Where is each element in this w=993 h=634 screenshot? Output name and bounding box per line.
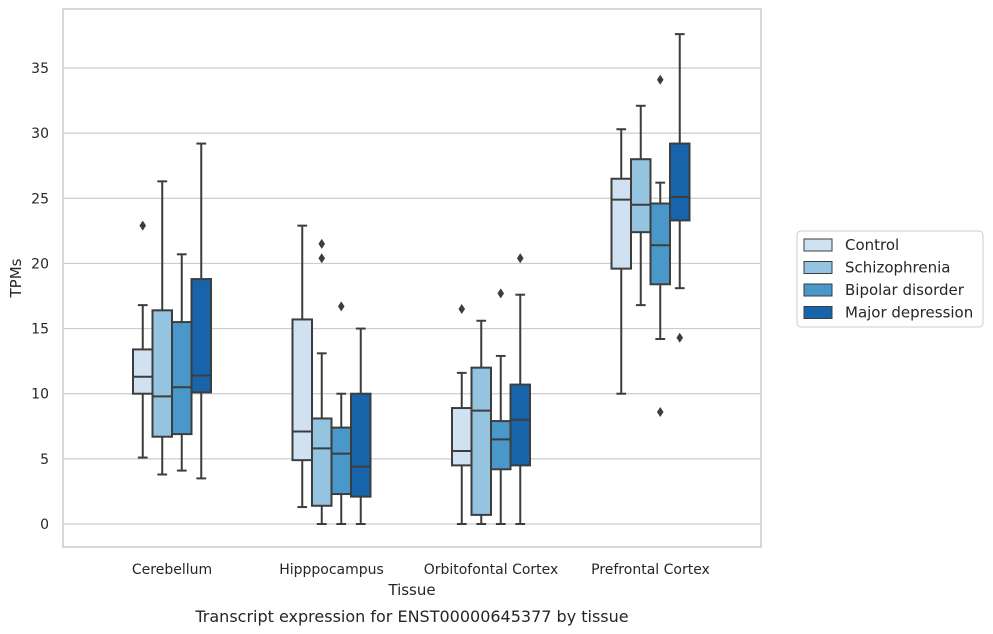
y-tick-label: 10 bbox=[31, 387, 49, 403]
outlier-point bbox=[337, 301, 345, 312]
y-tick-label: 5 bbox=[40, 452, 49, 468]
iqr-box bbox=[350, 392, 372, 498]
box-3-3 bbox=[669, 33, 691, 343]
legend-label: Control bbox=[845, 236, 899, 254]
box-2-2 bbox=[490, 288, 512, 525]
plot-background bbox=[63, 9, 761, 547]
iqr-box bbox=[132, 348, 154, 395]
y-tick-label: 25 bbox=[31, 191, 49, 207]
outlier-point bbox=[318, 253, 326, 264]
box-0-1 bbox=[151, 180, 173, 476]
x-axis-title: Tissue bbox=[387, 581, 435, 599]
iqr-box bbox=[610, 177, 632, 270]
outlier-point bbox=[656, 406, 664, 417]
y-tick-labels: 0 5 10 15 20 25 30 35 bbox=[31, 61, 49, 533]
outlier-point bbox=[318, 238, 326, 249]
y-tick-label: 35 bbox=[31, 61, 49, 77]
legend-label: Schizophrenia bbox=[845, 259, 950, 277]
box-0-2 bbox=[171, 253, 193, 472]
box-groups bbox=[132, 33, 691, 525]
box-1-3 bbox=[350, 327, 372, 525]
y-tick-label: 30 bbox=[31, 126, 49, 142]
x-tick-label: Cerebellum bbox=[132, 562, 212, 578]
iqr-box bbox=[151, 309, 173, 438]
iqr-box bbox=[311, 417, 333, 507]
box-3-2 bbox=[649, 74, 671, 417]
iqr-box bbox=[470, 366, 492, 516]
x-tick-label: Orbitofontal Cortex bbox=[424, 562, 559, 578]
y-tick-label: 15 bbox=[31, 322, 49, 338]
iqr-box bbox=[190, 278, 212, 394]
outlier-point bbox=[656, 74, 664, 85]
box-1-2 bbox=[330, 301, 352, 525]
iqr-box bbox=[330, 426, 352, 496]
outlier-point bbox=[458, 304, 466, 315]
iqr-box bbox=[490, 420, 512, 471]
box-3-1 bbox=[630, 104, 652, 307]
legend-label: Major depression bbox=[845, 304, 973, 322]
iqr-box bbox=[171, 321, 193, 436]
iqr-box bbox=[669, 142, 691, 222]
legend-frame bbox=[796, 230, 984, 328]
plot-frame bbox=[62, 8, 762, 548]
box-2-3 bbox=[509, 253, 531, 525]
legend-swatch bbox=[803, 261, 833, 274]
iqr-box bbox=[451, 407, 473, 467]
iqr-box bbox=[291, 318, 313, 462]
iqr-box bbox=[509, 383, 531, 467]
box-2-0 bbox=[451, 304, 473, 525]
x-tick-label: Hipppocampus bbox=[279, 562, 384, 578]
legend-swatch bbox=[803, 306, 833, 319]
y-tick-label: 0 bbox=[40, 517, 49, 533]
iqr-box bbox=[649, 202, 671, 286]
outlier-point bbox=[676, 332, 684, 343]
outlier-point bbox=[139, 220, 147, 231]
legend-swatch bbox=[803, 238, 833, 252]
y-tick-label: 20 bbox=[31, 256, 49, 272]
box-0-0 bbox=[132, 220, 154, 459]
x-tick-labels: Cerebellum Hipppocampus Orbitofontal Corte… bbox=[132, 562, 710, 578]
chart-caption: Transcript expression for ENST0000064537… bbox=[194, 607, 628, 626]
x-tick-label: Prefrontal Cortex bbox=[591, 562, 710, 578]
iqr-box bbox=[630, 158, 652, 234]
outlier-point bbox=[516, 253, 524, 264]
outlier-point bbox=[497, 288, 505, 299]
legend-swatch bbox=[803, 283, 833, 297]
y-axis-title: TPMs bbox=[7, 258, 25, 298]
box-0-3 bbox=[190, 142, 212, 480]
box-1-0 bbox=[291, 224, 313, 509]
legend: Control Schizophrenia Bipolar disorder Majo… bbox=[796, 230, 984, 328]
legend-label: Bipolar disorder bbox=[845, 281, 965, 299]
